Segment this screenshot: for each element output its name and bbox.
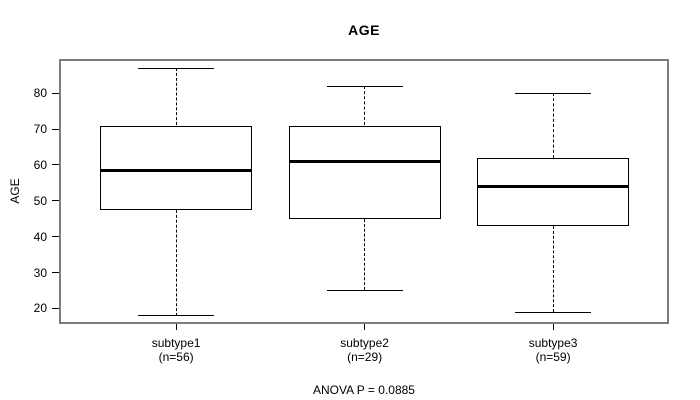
y-tick-label: 70 <box>33 122 47 137</box>
median-line <box>288 159 441 163</box>
x-group-label: subtype2 <box>340 336 389 350</box>
y-tick-mark <box>52 307 59 309</box>
x-tick-mark <box>364 323 366 330</box>
upper-whisker-line <box>552 93 554 158</box>
x-group-label: subtype3 <box>528 336 578 350</box>
x-group-count-label: (n=29) <box>347 350 383 364</box>
median-line <box>100 168 253 172</box>
upper-whisker-line <box>175 68 177 126</box>
upper-whisker-line <box>364 86 366 126</box>
chart-title: AGE <box>348 22 380 38</box>
iqr-box <box>288 125 441 219</box>
lower-whisker-line <box>552 225 554 312</box>
y-tick-label: 60 <box>33 157 47 172</box>
x-group-count-label: (n=59) <box>535 350 571 364</box>
y-tick-mark <box>52 92 59 94</box>
y-tick-label: 30 <box>33 265 47 280</box>
y-tick-label: 80 <box>33 86 47 101</box>
iqr-box <box>477 157 630 226</box>
upper-whisker-cap <box>515 92 592 94</box>
x-group-label: subtype1 <box>151 336 201 350</box>
y-tick-mark <box>52 272 59 274</box>
y-tick-mark <box>52 200 59 202</box>
lower-whisker-line <box>364 218 366 291</box>
y-tick-mark <box>52 164 59 166</box>
lower-whisker-cap <box>326 290 403 291</box>
upper-whisker-cap <box>326 85 403 87</box>
anova-p-value-label: ANOVA P = 0.0885 <box>313 383 415 397</box>
y-tick-mark <box>52 236 59 238</box>
y-tick-label: 50 <box>33 193 47 208</box>
x-group-count-label: (n=56) <box>158 350 194 364</box>
median-line <box>477 184 630 188</box>
lower-whisker-cap <box>138 315 215 317</box>
y-tick-mark <box>52 128 59 130</box>
x-tick-mark <box>552 323 554 330</box>
lower-whisker-cap <box>515 311 592 313</box>
x-tick-mark <box>175 323 177 330</box>
upper-whisker-cap <box>138 67 215 69</box>
y-tick-label: 40 <box>33 229 47 244</box>
y-tick-label: 20 <box>33 301 47 316</box>
iqr-box <box>100 125 253 210</box>
lower-whisker-line <box>175 209 177 316</box>
